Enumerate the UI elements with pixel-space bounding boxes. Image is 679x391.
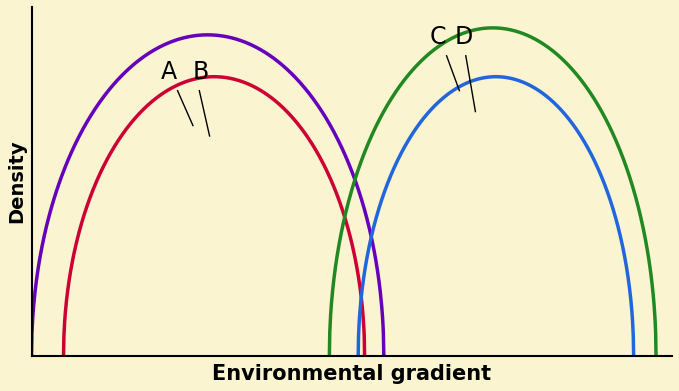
Text: D: D: [455, 25, 473, 49]
Text: A: A: [161, 60, 177, 84]
Text: C: C: [430, 25, 447, 49]
Y-axis label: Density: Density: [7, 140, 26, 223]
X-axis label: Environmental gradient: Environmental gradient: [213, 364, 492, 384]
Text: B: B: [193, 60, 209, 84]
